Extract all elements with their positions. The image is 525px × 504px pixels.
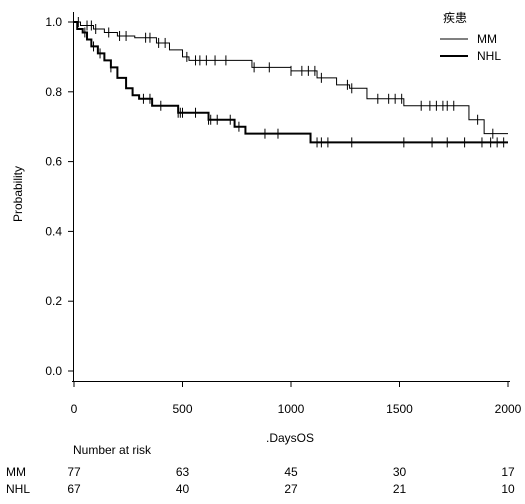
risk-row-name: MM [6, 465, 26, 479]
risk-table: MM 77 63 45 30 17 NHL 67 40 27 21 10 [6, 465, 515, 496]
y-tick-label: 0.0 [45, 364, 62, 378]
series-nhl [74, 21, 508, 148]
risk-row-name: NHL [6, 482, 30, 496]
x-tick-label: 2000 [495, 402, 522, 416]
series-mm [74, 17, 508, 139]
risk-cell: 27 [284, 482, 298, 496]
y-tick-label: 0.8 [45, 85, 62, 99]
y-tick-label: 0.4 [45, 224, 62, 238]
y-tick-label: 0.2 [45, 294, 62, 308]
series-line-nhl [74, 21, 508, 144]
x-tick-label: 1000 [278, 402, 305, 416]
risk-cell: 67 [67, 482, 81, 496]
risk-cell: 21 [393, 482, 407, 496]
risk-cell: 45 [284, 465, 298, 479]
y-tick-label: 1.0 [45, 15, 62, 29]
risk-cell: 77 [67, 465, 81, 479]
legend-label-mm: MM [477, 32, 497, 46]
risk-cell: 63 [176, 465, 190, 479]
legend-title: 疾患 [443, 10, 467, 25]
legend: 疾患 MM NHL [440, 10, 501, 63]
risk-cell: 40 [176, 482, 190, 496]
x-tick-label: 500 [172, 402, 192, 416]
y-tick-label: 0.6 [45, 155, 62, 169]
risk-cell: 17 [501, 465, 515, 479]
x-axis-label: .DaysOS [266, 431, 314, 445]
risk-cell: 30 [393, 465, 407, 479]
series-layer [74, 17, 508, 148]
legend-label-nhl: NHL [477, 49, 501, 63]
axes: 0.0 0.2 0.4 0.6 0.8 1.0 0 500 1000 1500 2000 [45, 12, 522, 416]
risk-cell: 10 [501, 482, 515, 496]
series-line-mm [74, 21, 508, 135]
risk-table-header: Number at risk [73, 443, 152, 457]
x-tick-label: 1500 [386, 402, 413, 416]
x-tick-label: 0 [71, 402, 78, 416]
y-axis-label: Probability [11, 166, 25, 222]
